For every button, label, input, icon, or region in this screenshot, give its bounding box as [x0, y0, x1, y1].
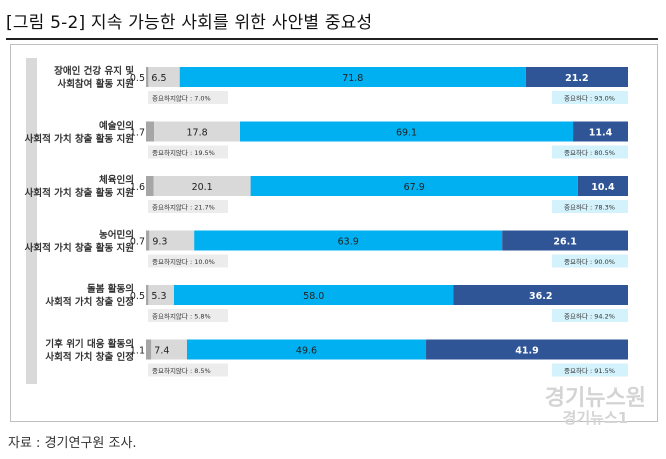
bar-segment — [194, 230, 503, 251]
title-underline — [6, 38, 658, 40]
bar-segment — [146, 230, 150, 251]
bar-segment — [149, 230, 195, 251]
bar-segment — [146, 339, 152, 360]
summary-text-unimportant: 중요하지않다 : 19.5% — [152, 148, 215, 157]
summary-text-important: 중요하다 : 78.3% — [564, 203, 615, 212]
bar-segment — [239, 121, 574, 142]
data-label: 63.9 — [338, 237, 359, 248]
data-label: 71.8 — [342, 73, 363, 84]
figure-title: [그림 5-2] 지속 가능한 사회를 위한 사안별 중요성 — [6, 13, 373, 33]
data-label: 0.5 — [130, 73, 145, 84]
data-label: 9.3 — [152, 237, 167, 248]
watermark-sub: 경기뉴스1 — [562, 409, 629, 427]
data-label: 0.7 — [130, 237, 145, 248]
data-label: 26.1 — [553, 237, 576, 248]
summary-text-important: 중요하다 : 91.5% — [564, 366, 615, 375]
watermark-main: 경기뉴스원 — [544, 386, 646, 411]
data-label: 69.1 — [396, 128, 417, 139]
summary-box-unimportant — [148, 145, 228, 159]
summary-box-unimportant — [148, 309, 228, 322]
bar-segment — [426, 339, 628, 360]
data-label: 41.9 — [515, 346, 538, 357]
bar-segment — [146, 285, 149, 305]
bar-segment — [146, 67, 149, 87]
data-label: 1.6 — [130, 182, 145, 193]
category-label: 기후 위기 대응 활동의 사회적 가치 창출 인정 — [45, 338, 134, 363]
bar-segment — [453, 285, 628, 305]
bar-segment — [151, 339, 187, 360]
summary-box-unimportant — [148, 200, 228, 213]
bar-segment — [148, 285, 174, 305]
data-label: 0.5 — [130, 291, 145, 302]
data-label: 20.1 — [192, 182, 213, 193]
source-note: 자료 : 경기연구원 조사. — [8, 436, 137, 451]
watermark-logo: 경기뉴스원 경기뉴스1 — [544, 386, 646, 427]
summary-box-important — [552, 145, 628, 159]
summary-box-important — [552, 91, 628, 104]
summary-text-important: 중요하다 : 93.0% — [564, 94, 615, 103]
data-label: 5.3 — [151, 291, 166, 302]
data-label: 67.9 — [404, 182, 425, 193]
data-label: 1.1 — [130, 346, 145, 357]
bar-segment — [186, 339, 427, 360]
bar-segment — [146, 176, 154, 196]
summary-text-unimportant: 중요하지않다 : 5.8% — [152, 312, 211, 321]
data-label: 7.4 — [154, 346, 169, 357]
bar-segment — [179, 67, 526, 87]
data-label: 49.6 — [296, 346, 317, 357]
category-label: 체육인의 사회적 가치 창출 활동 지원 — [24, 175, 134, 199]
category-label: 농어민의 사회적 가치 창출 활동 지원 — [24, 229, 134, 254]
data-label: 10.4 — [591, 182, 615, 193]
summary-text-important: 중요하다 : 94.2% — [564, 312, 615, 321]
data-label: 17.8 — [187, 128, 208, 139]
data-label: 11.4 — [589, 128, 613, 139]
summary-text-unimportant: 중요하지않다 : 7.0% — [152, 94, 211, 103]
summary-box-unimportant — [148, 363, 228, 377]
data-label: 6.5 — [151, 73, 166, 84]
category-label: 돌봄 활동의 사회적 가치 창출 인정 — [45, 284, 134, 308]
summary-box-important — [552, 254, 628, 268]
summary-text-unimportant: 중요하지않다 : 8.5% — [152, 366, 211, 375]
label-gutter — [26, 58, 37, 384]
bar-segment — [502, 230, 628, 251]
bar-segment — [573, 121, 628, 142]
summary-box-unimportant — [148, 254, 228, 268]
summary-text-important: 중요하다 : 90.0% — [564, 257, 615, 266]
bar-segment — [577, 176, 628, 196]
category-label: 장애인 건강 유지 및 사회참여 활동 지원 — [54, 66, 134, 90]
summary-text-important: 중요하다 : 80.5% — [564, 148, 615, 157]
summary-text-unimportant: 중요하지않다 : 10.0% — [152, 257, 215, 266]
data-label: 1.7 — [130, 128, 145, 139]
bar-segment — [146, 121, 155, 142]
summary-box-important — [552, 363, 628, 377]
chart-frame — [10, 44, 658, 422]
bar-segment — [525, 67, 628, 87]
bar-segment — [148, 67, 180, 87]
bar-segment — [153, 176, 251, 196]
bar-segment — [154, 121, 240, 142]
data-label: 21.2 — [565, 73, 588, 84]
summary-box-important — [552, 309, 628, 322]
summary-box-unimportant — [148, 91, 228, 104]
bar-segment — [250, 176, 578, 196]
data-label: 58.0 — [303, 291, 324, 302]
summary-text-unimportant: 중요하지않다 : 21.7% — [152, 203, 215, 212]
category-label: 예술인의 사회적 가치 창출 활동 지원 — [24, 120, 134, 145]
summary-box-important — [552, 200, 628, 213]
bar-segment — [173, 285, 454, 305]
data-label: 36.2 — [529, 291, 552, 302]
